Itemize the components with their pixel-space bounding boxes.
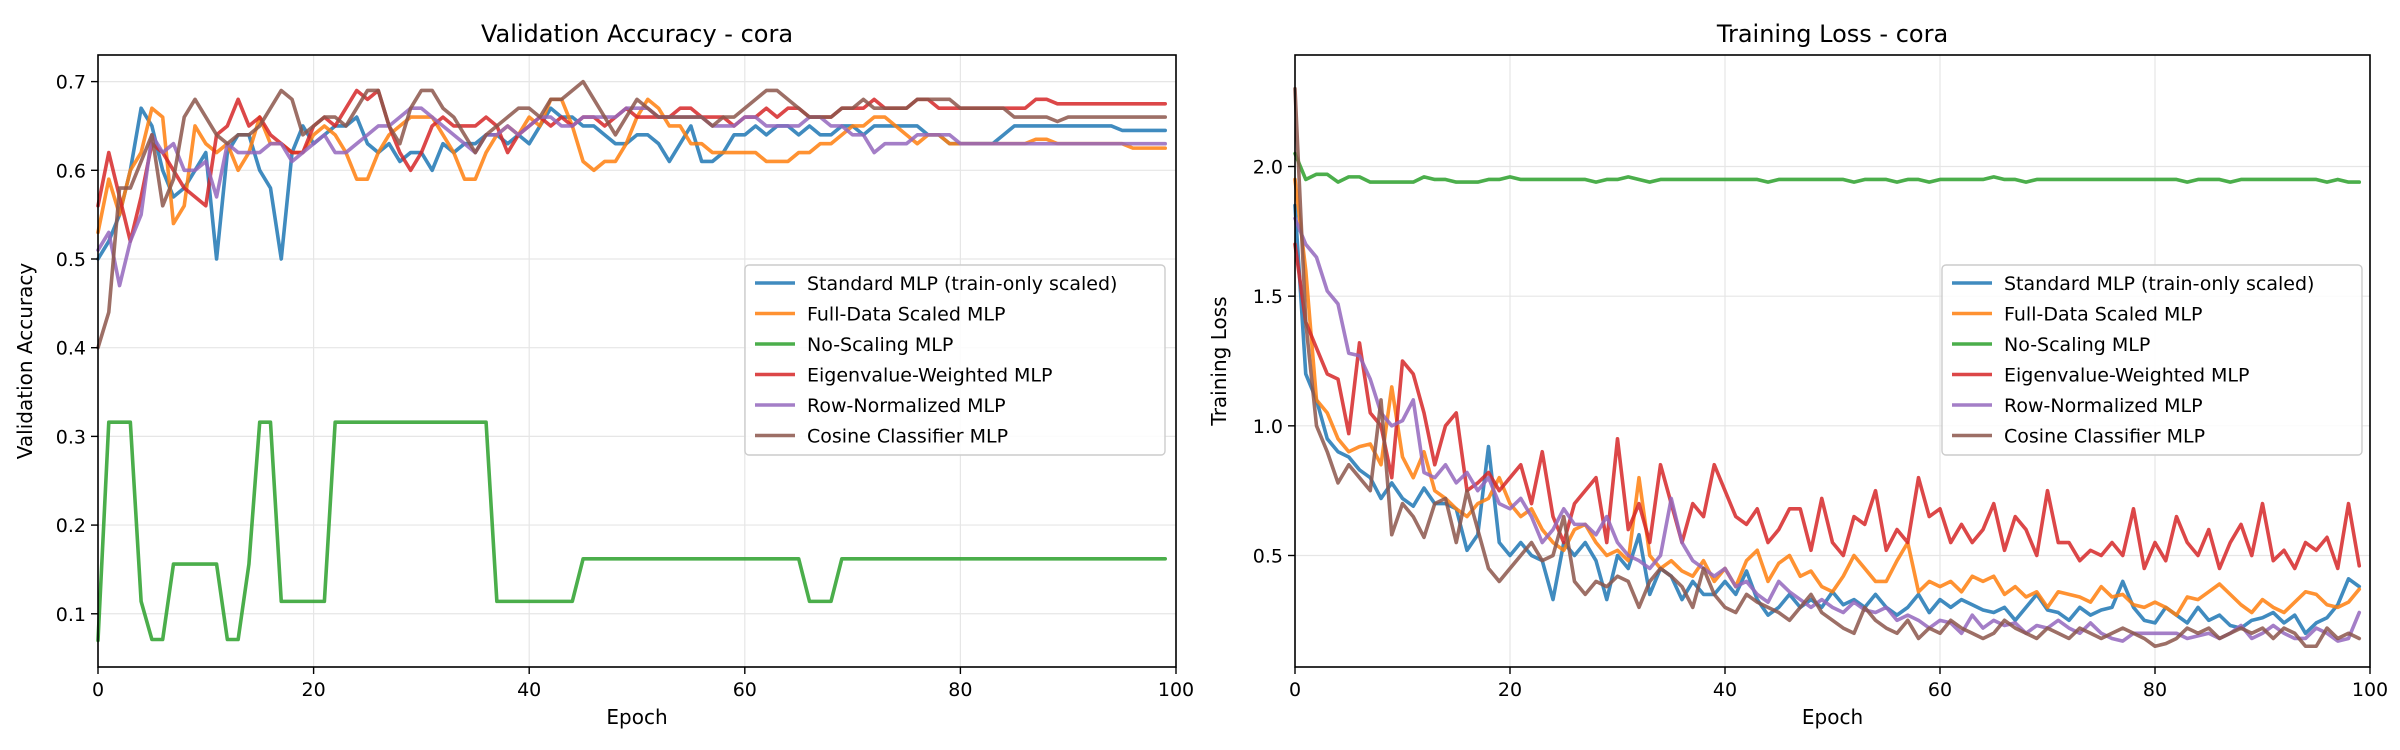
chart-panel-1: 0 20 40 60 80 100 0.1 0.2 0.3 0.4 0.5 0.6 0.7 Validat…	[13, 20, 1194, 729]
y-tick-label: 0.5	[1253, 545, 1283, 567]
series-line-1	[1293, 203, 2362, 636]
y-tick-label: 1.0	[1253, 416, 1283, 438]
y-tick-label: 0.5	[56, 249, 86, 271]
legend-entry: Full-Data Scaled MLP	[2004, 304, 2202, 326]
y-tick-label: 0.4	[56, 338, 86, 360]
series-line-4	[1293, 242, 2362, 571]
axes-frame	[1294, 54, 2371, 668]
y-tick-label: 0.7	[56, 72, 86, 94]
chart-title: Training Loss - cora	[1716, 20, 1948, 48]
legend-box	[744, 264, 1166, 456]
y-tick-label: 0.3	[56, 426, 86, 448]
legend-entry: No-Scaling MLP	[2004, 334, 2150, 356]
legend-entry: No-Scaling MLP	[807, 334, 953, 356]
series-line-6	[96, 79, 1168, 350]
x-tick-label: 0	[92, 679, 104, 701]
x-tick-label: 80	[2143, 679, 2167, 701]
x-tick-label: 0	[1289, 679, 1301, 701]
x-tick-label: 80	[948, 679, 972, 701]
x-tick-label: 20	[302, 679, 326, 701]
series-line-3	[96, 420, 1168, 643]
legend-entry: Cosine Classifier MLP	[2004, 426, 2205, 448]
y-tick-label: 0.6	[56, 160, 86, 182]
x-tick-label: 100	[1158, 679, 1194, 701]
y-axis-label: Validation Accuracy	[13, 263, 37, 460]
x-tick-label: 100	[2352, 679, 2388, 701]
x-tick-label: 40	[1713, 679, 1737, 701]
legend-box	[1941, 264, 2363, 456]
y-tick-label: 0.2	[56, 515, 86, 537]
y-tick-label: 1.5	[1253, 286, 1283, 308]
legend-entry: Standard MLP (train-only scaled)	[807, 273, 1117, 295]
legend-entry: Full-Data Scaled MLP	[807, 304, 1005, 326]
y-tick-label: 2.0	[1253, 157, 1283, 179]
chart-title: Validation Accuracy - cora	[481, 20, 793, 48]
legend: Standard MLP (train-only scaled) Full-Dat…	[744, 264, 1166, 456]
x-tick-label: 20	[1498, 679, 1522, 701]
legend-entry: Standard MLP (train-only scaled)	[2004, 273, 2314, 295]
x-tick-label: 40	[517, 679, 541, 701]
axes-frame	[97, 54, 1177, 668]
legend-entry: Eigenvalue-Weighted MLP	[2004, 365, 2249, 387]
legend-entry: Row-Normalized MLP	[2004, 395, 2203, 417]
x-axis-label: Epoch	[1802, 705, 1863, 729]
chart-panel-2: 0 20 40 60 80 100 0.5 1.0 1.5 2.0 Training Loss - …	[1207, 20, 2388, 729]
legend-entry: Cosine Classifier MLP	[807, 426, 1008, 448]
legend-entry: Eigenvalue-Weighted MLP	[807, 365, 1052, 387]
series-line-6	[1293, 86, 2362, 649]
x-tick-label: 60	[1928, 679, 1952, 701]
y-tick-label: 0.1	[56, 604, 86, 626]
x-axis-label: Epoch	[606, 705, 667, 729]
series-line-3	[1293, 151, 2362, 184]
x-tick-label: 60	[733, 679, 757, 701]
series-line-5	[1293, 216, 2362, 643]
legend: Standard MLP (train-only scaled) Full-Dat…	[1941, 264, 2363, 456]
y-axis-label: Training Loss	[1207, 296, 1231, 426]
legend-entry: Row-Normalized MLP	[807, 395, 1006, 417]
